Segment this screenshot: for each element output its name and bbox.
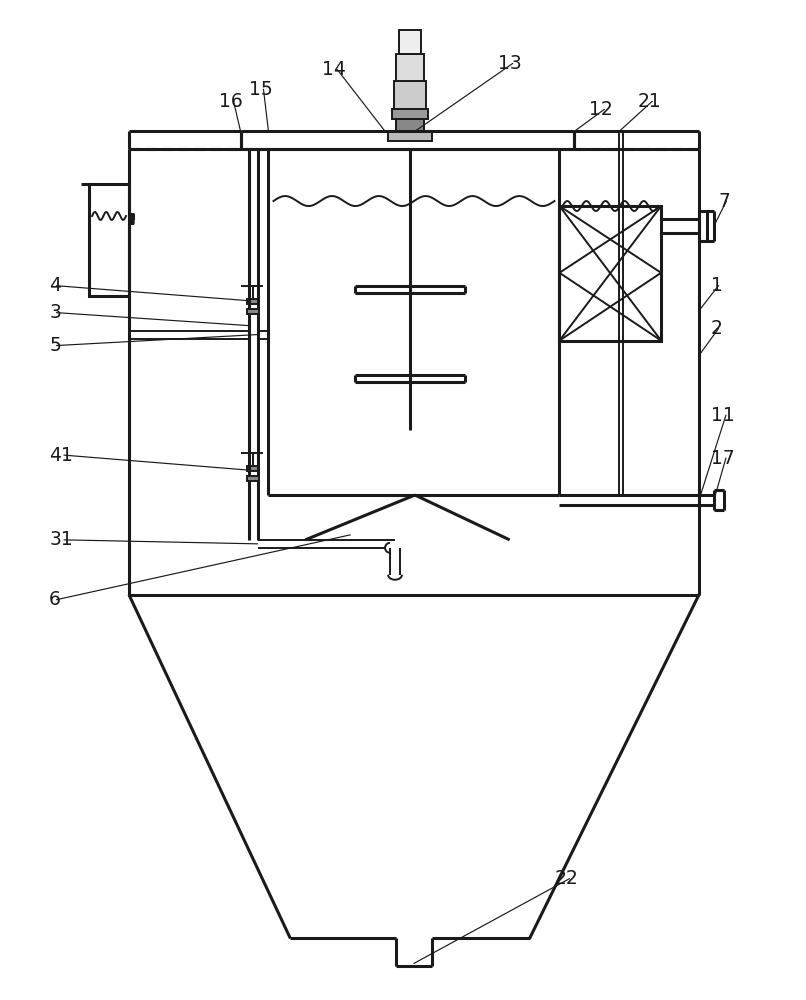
Text: 2: 2	[711, 319, 723, 338]
Bar	[247, 476, 260, 481]
Text: 12: 12	[589, 100, 613, 119]
Bar	[247, 299, 260, 304]
Text: 41: 41	[49, 446, 73, 465]
Bar	[388, 131, 432, 141]
Text: 4: 4	[49, 276, 61, 295]
Bar	[396, 54, 424, 81]
Bar	[247, 466, 260, 471]
Bar	[394, 81, 426, 109]
Text: 5: 5	[49, 336, 61, 355]
Text: 15: 15	[248, 80, 272, 99]
Text: 6: 6	[49, 590, 61, 609]
Text: 3: 3	[49, 303, 61, 322]
Bar	[559, 206, 661, 341]
Bar	[392, 109, 428, 119]
Text: 16: 16	[218, 92, 243, 111]
Text: 1: 1	[711, 276, 723, 295]
Bar	[396, 119, 424, 131]
Text: 31: 31	[49, 530, 73, 549]
Text: 11: 11	[711, 406, 735, 425]
Text: 14: 14	[322, 60, 346, 79]
Bar	[399, 30, 421, 54]
Text: 21: 21	[638, 92, 661, 111]
Text: 13: 13	[497, 54, 521, 73]
Text: 22: 22	[555, 869, 578, 888]
Bar	[247, 309, 260, 314]
Text: 7: 7	[719, 192, 731, 211]
Bar	[89, 184, 129, 296]
Text: 17: 17	[711, 449, 735, 468]
